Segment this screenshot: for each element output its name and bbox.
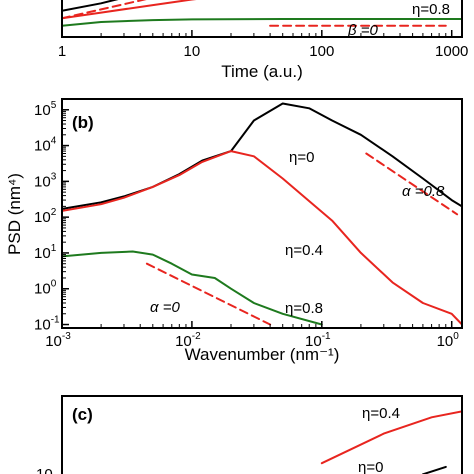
panel-c-annotation-eta04: η=0.4: [362, 405, 400, 422]
panel-b-y-label: PSD (nm⁴): [5, 173, 24, 255]
panel-c-series-1: [421, 465, 447, 474]
panel-a-x-tick-label: 10: [184, 43, 201, 60]
panel-c-series-0: [320, 410, 462, 465]
panel-b-series-2: [62, 250, 323, 326]
panel-b-y-ticks: 10-1 100 101 102 103 104 105: [34, 98, 69, 334]
panel-b-x-tick-label: 10-2: [175, 331, 201, 350]
panel-c-y-tick-partial: 10: [36, 466, 53, 474]
panel-b-frame: [61, 98, 463, 329]
panel-b-x-tick-label: 10-1: [305, 331, 331, 350]
panel-b-annotation-eta0: η=0: [289, 149, 314, 166]
panel-b-series: [62, 102, 462, 326]
panel-b-annotation-alpha0: α =0: [150, 299, 180, 316]
panel-c: (c) η=0.4 η=0 10: [36, 395, 463, 474]
panel-b-y-tick-label: 100: [34, 279, 57, 298]
panel-b-y-tick-label: 102: [34, 207, 57, 226]
panel-b-x-tick-label: 10-3: [45, 331, 71, 350]
panel-b-annotation-eta04: η=0.4: [285, 242, 323, 259]
panel-b-x-ticks: 10-3 10-2 10-1 100: [45, 321, 459, 350]
panel-b-annotation-eta08: η=0.8: [285, 300, 323, 317]
panel-a-series-1: [62, 0, 197, 20]
panel-b-x-tick-label: 100: [437, 331, 460, 350]
panel-a-x-ticks: 1 10 100 1000: [58, 30, 468, 60]
panel-a-x-label: Time (a.u.): [221, 62, 303, 81]
panel-c-annotation-eta0: η=0: [358, 459, 383, 474]
panel-b-series-4: [145, 262, 272, 326]
panel-b-annotation-alpha08: α =0.8: [402, 183, 445, 200]
panel-a-series: [62, 0, 462, 27]
panel-a-annotation-beta: β =0: [347, 22, 378, 39]
panel-b-y-tick-label: 104: [34, 136, 57, 155]
panel-a: 1 10 100 1000 η=0.8 β =0 Time (a.u.): [58, 0, 468, 81]
panel-b-y-tick-label: 101: [34, 243, 57, 262]
panel-a-frame: [61, 0, 463, 38]
panel-b-y-tick-label: 103: [34, 171, 57, 190]
panel-b-x-label-text: Wavenumber (nm⁻¹): [185, 345, 340, 364]
panel-a-x-tick-label: 1000: [435, 43, 468, 60]
panel-a-series-2: [62, 18, 462, 27]
panel-c-frame: [61, 395, 463, 474]
panel-b: 10-3 10-2 10-1 100 10-1 100 101 102 103 104 105 (…: [5, 98, 463, 364]
panel-a-x-tick-label: 1: [58, 43, 66, 60]
panel-a-annotation-eta: η=0.8: [412, 1, 450, 18]
panel-b-x-label: Wavenumber (nm⁻¹): [185, 345, 340, 364]
panel-b-label: (b): [72, 113, 94, 132]
panel-b-y-tick-label: 105: [34, 100, 57, 119]
panel-c-label: (c): [72, 405, 93, 424]
panel-c-series: [320, 410, 462, 474]
panel-b-series-3: [365, 152, 459, 216]
panel-b-y-tick-label: 10-1: [34, 315, 60, 334]
panel-a-series-3: [62, 0, 147, 20]
panel-a-x-tick-label: 100: [309, 43, 334, 60]
panel-a-series-0: [62, 0, 119, 12]
panel-b-series-1: [62, 150, 462, 326]
